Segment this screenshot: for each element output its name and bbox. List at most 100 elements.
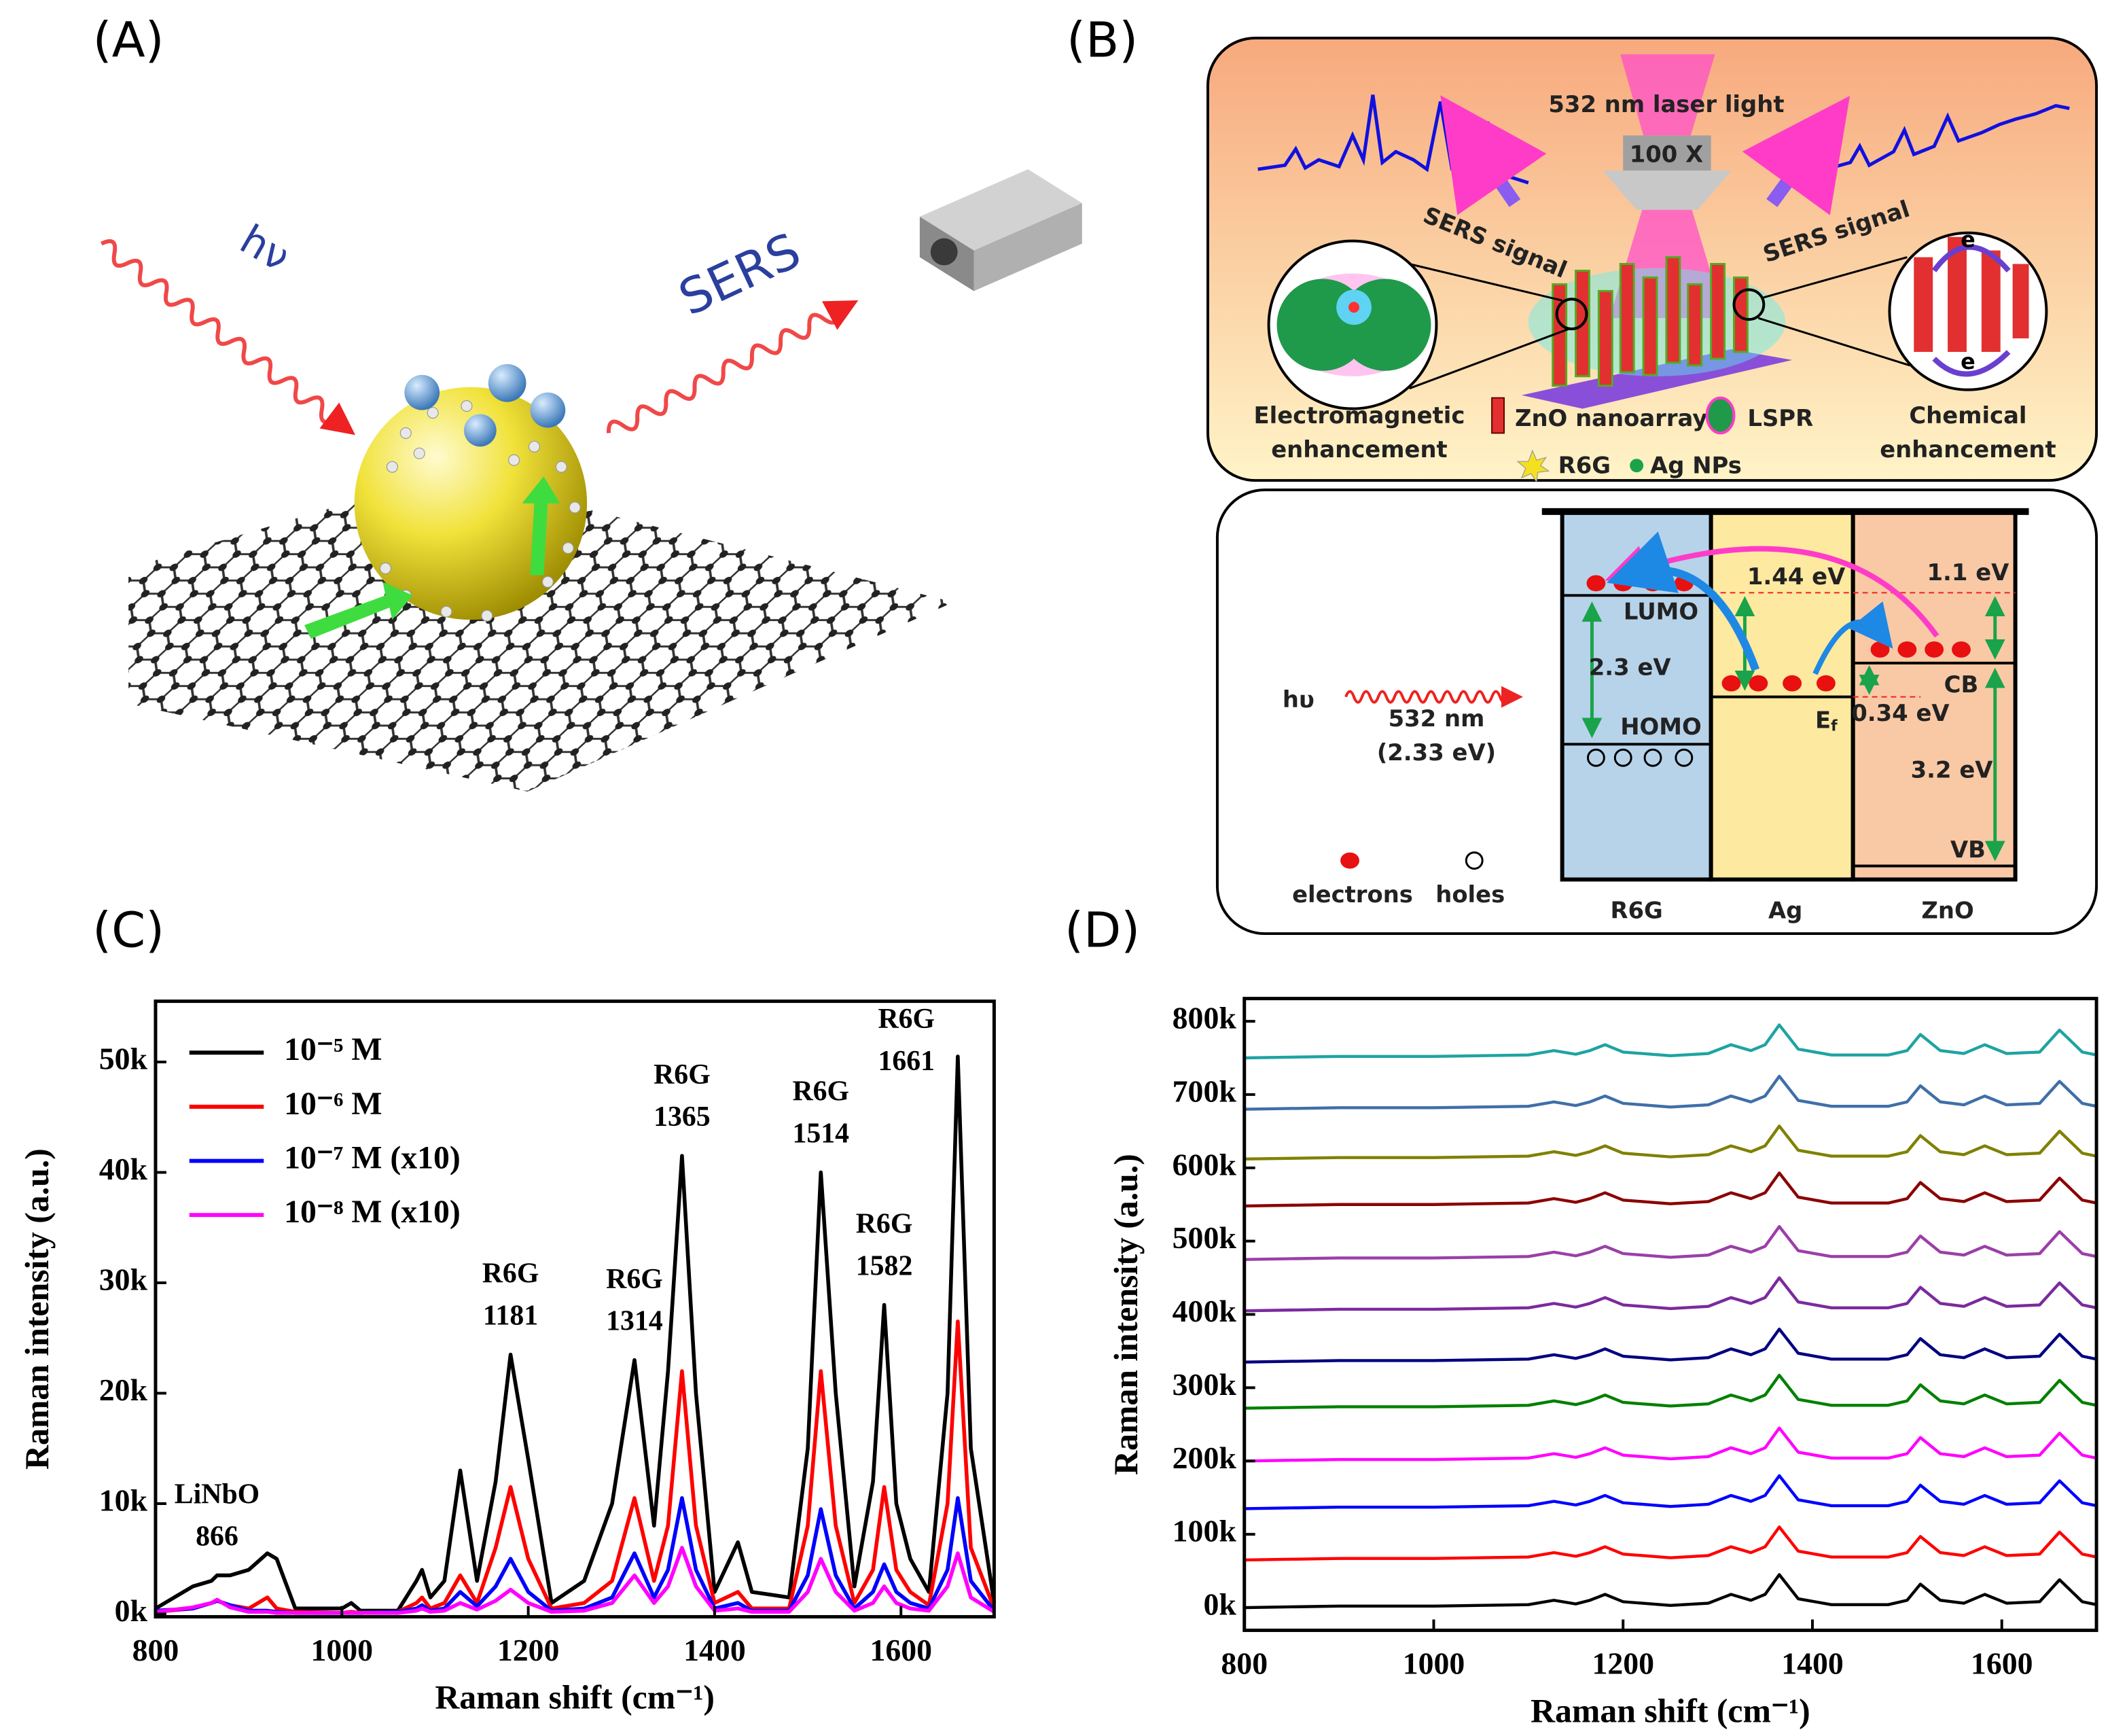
objective [1623, 135, 1711, 171]
y-tick-label: 20k [99, 1372, 148, 1407]
spectrum-line [1244, 1124, 2097, 1161]
fermi-sub: f [1831, 718, 1838, 734]
levels [1562, 594, 2016, 868]
legend-label: 10⁻⁷ M (x10) [284, 1140, 461, 1176]
spectrum-line [1244, 1373, 2097, 1410]
legend-text: Chemical [1909, 402, 2026, 429]
x-tick-label: 1000 [311, 1633, 374, 1667]
incident-wave [100, 239, 356, 436]
legend-text: holes [1435, 881, 1505, 908]
y-tick-label: 100k [1173, 1514, 1237, 1548]
panel-label: (A) [93, 12, 164, 69]
y-tick-label: 10k [99, 1483, 148, 1517]
y-tick-label: 30k [99, 1262, 148, 1296]
signal-arrow [1440, 95, 1547, 215]
transfer-arrow [1607, 531, 1759, 671]
nanoarray [1521, 256, 1793, 409]
column-label: R6G [1610, 898, 1662, 924]
zoom-line [1757, 317, 1910, 367]
x-tick-label: 1400 [683, 1633, 746, 1667]
photon-label: hυ [1283, 686, 1315, 713]
x-tick-label: 1600 [1971, 1646, 2033, 1681]
laser-label: 532 nm laser light [1548, 91, 1784, 118]
level-label: LUMO [1624, 599, 1698, 625]
peak-position: 1314 [606, 1306, 663, 1337]
y-tick-label: 400k [1173, 1294, 1237, 1328]
panel-label: (C) [92, 902, 164, 959]
spectrum-sketch [1798, 103, 2070, 178]
panel-a: (A) hν SERS [93, 12, 1082, 792]
y-tick-label: 500k [1173, 1220, 1237, 1255]
plot-frame [1242, 997, 2098, 1632]
legend-icon [1705, 396, 1736, 435]
column-label: ZnO [1921, 898, 1973, 924]
objective [1603, 171, 1732, 210]
em-inset [1267, 239, 1438, 410]
plot-frame [154, 999, 996, 1619]
x-tick-label: 1000 [1403, 1646, 1465, 1681]
legend-icon [1516, 449, 1550, 483]
legend-label: 10⁻⁵ M [284, 1031, 382, 1067]
y-axis-title: Raman intensity (a.u.) [18, 1148, 56, 1470]
spectrum-line [1244, 1224, 2097, 1261]
detector [919, 169, 1082, 291]
photon-label: hν [232, 216, 298, 281]
peak-label: R6G [878, 1004, 935, 1035]
column-label: Ag [1768, 898, 1802, 924]
gap-label: 0.34 eV [1851, 700, 1950, 726]
peak-label: LiNbO [175, 1479, 260, 1510]
peak-label: R6G [606, 1264, 663, 1295]
zoom-line [1409, 263, 1562, 302]
spectrum-line [155, 1546, 995, 1615]
gap-label: 3.2 eV [1911, 757, 1994, 783]
spectrum-line [1244, 1474, 2097, 1510]
laser-beam [1620, 54, 1715, 136]
x-tick-label: 1200 [497, 1633, 560, 1667]
peak-position: 1582 [856, 1250, 913, 1281]
peak-label: R6G [482, 1258, 539, 1290]
spectrum-line [1244, 1171, 2097, 1208]
level-label: CB [1944, 671, 1979, 698]
y-tick-label: 600k [1173, 1147, 1237, 1182]
peak-position: 1181 [483, 1300, 538, 1331]
x-axis-title: Raman shift (cm⁻¹) [1531, 1692, 1810, 1729]
spectrum-line [1244, 1327, 2097, 1364]
scattered-wave [606, 300, 859, 433]
x-tick-label: 1600 [870, 1633, 932, 1667]
legend-text: enhancement [1271, 436, 1447, 463]
transfer-arrow [1812, 601, 1893, 675]
y-tick-label: 50k [99, 1042, 148, 1076]
legend-text: enhancement [1880, 436, 2056, 463]
legend-label: 10⁻⁸ M (x10) [284, 1194, 461, 1230]
chem-inset: e e [1888, 227, 2048, 391]
panel-label: (D) [1065, 902, 1140, 959]
peak-position: 1514 [792, 1118, 849, 1149]
legend-text: R6G [1558, 453, 1611, 479]
objective-label: 100 X [1630, 141, 1703, 168]
gap-label: 2.3 eV [1589, 654, 1672, 680]
wavelength-label: 532 nm [1389, 705, 1485, 732]
panel-b: (B) 532 nm laser light 100 X SERS signal… [1067, 12, 2098, 936]
y-axis-title: Raman intensity (a.u.) [1107, 1154, 1145, 1475]
spectrum-line [1244, 1525, 2097, 1562]
y-tick-label: 700k [1173, 1074, 1237, 1108]
level-label: VB [1950, 836, 1986, 863]
transfer-arrow [1605, 546, 1939, 638]
zoom-line [1762, 256, 1908, 299]
spectrum-line [1244, 1074, 2097, 1111]
green-arrow [304, 582, 413, 639]
y-tick-label: 200k [1173, 1440, 1237, 1475]
graphene [128, 474, 954, 792]
gap-label: 1.1 eV [1927, 559, 2010, 586]
y-tick-label: 0k [1203, 1587, 1236, 1622]
sers-label: SERS [670, 222, 809, 327]
spectrum-line [154, 1055, 997, 1613]
peak-label: R6G [856, 1209, 913, 1240]
legend-text: electrons [1292, 881, 1413, 908]
legend-text: LSPR [1747, 405, 1813, 431]
x-tick-label: 1400 [1781, 1646, 1844, 1681]
spectrum-line [1244, 1573, 2097, 1610]
level-label: HOMO [1620, 713, 1702, 740]
